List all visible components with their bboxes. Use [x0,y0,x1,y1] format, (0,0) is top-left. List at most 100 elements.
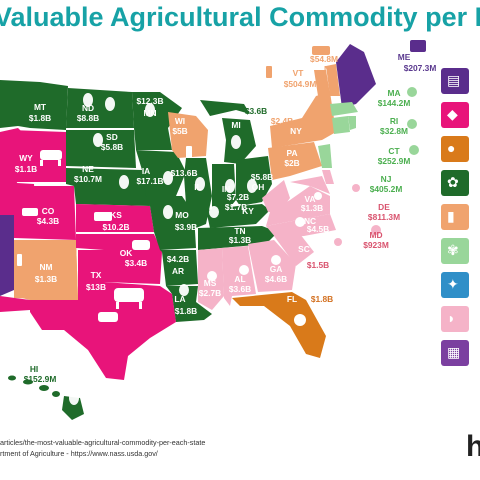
label-NM-value: $1.3B [35,274,57,284]
state-shape-KY[interactable] [206,204,270,228]
state-shape-GA[interactable] [248,240,296,292]
corn-icon: ✿ [441,170,469,196]
state-shape-HI[interactable] [8,375,84,421]
oranges-icon: ● [441,136,469,162]
label-WI-value: $5B [172,126,187,136]
state-shape-NM[interactable] [14,240,78,300]
label-ME-value: $207.3M [404,63,437,73]
state-shape-MN[interactable] [132,92,182,150]
label-NH-value: $54.8M [310,54,338,64]
label-NY-abbr: NY [290,126,302,136]
state-shape-NJ[interactable] [318,144,332,168]
state-shape-FL[interactable] [232,292,326,358]
label-MI-abbr: MI [231,120,240,130]
label-HI-value: $152.9M [24,374,57,384]
state-shape-VT[interactable] [314,70,330,96]
state-shape-IL[interactable] [184,158,212,228]
state-shape-AL[interactable] [222,246,256,306]
label-KY-value: $1.7B [225,202,247,212]
label-RI-abbr: RI [390,116,398,126]
label-LA-value: $1.8B [175,306,197,316]
outside-icons [266,40,426,326]
label-DE-value: $811.3M [368,212,400,222]
label-IN-value: $7.2B [227,192,249,202]
label-AL-value: $3.6B [229,284,251,294]
label-CT-abbr: CT [388,146,400,156]
label-MN-value: $12.3B [136,96,163,106]
state-shape-MD[interactable] [290,176,330,194]
state-shape-CT[interactable] [332,116,350,134]
label-ND-abbr: ND [82,103,94,113]
state-shape-IN[interactable] [212,164,236,212]
state-shape-MT[interactable] [0,80,68,130]
label-NJ-abbr: NJ [381,174,392,184]
state-shape-SD[interactable] [66,130,136,168]
state-shape-ND[interactable] [66,88,134,128]
state-shape-NV[interactable] [0,215,14,296]
label-WY-value: $1.1B [15,164,37,174]
state-shape-NE[interactable] [66,168,150,206]
state-shape-CO[interactable] [14,186,76,240]
state-shape-NY[interactable] [270,92,336,148]
label-SC-value: $1.5B [307,260,329,270]
state-shape-KS[interactable] [76,204,154,232]
label-IA-value: $17.1B [136,176,163,186]
label-MT-abbr: MT [34,102,47,112]
source-line-1: articles/the-most-valuable-agricultural-… [0,438,206,447]
label-ME-abbr: ME [398,52,411,62]
label-MN-abbr: MN [143,108,156,118]
state-shape-PA[interactable] [268,142,322,180]
cattle-icon: ◆ [441,102,469,128]
state-shape-DE[interactable] [322,170,334,184]
milk-bottle-icon [17,146,192,266]
label-RI-value: $32.8M [380,126,408,136]
label-VT-value: $504.9M [284,79,317,89]
state-shape-IA[interactable] [136,150,186,196]
vegetables-icon: ✦ [441,272,469,298]
label-MD-value: $923M [363,240,389,250]
label-IL-abbr: IL [194,182,201,192]
state-shape-WI[interactable] [168,112,208,158]
label-GA-value: $4.6B [265,274,287,284]
label-TN-abbr: TN [234,226,245,236]
state-shape-LA[interactable] [166,286,212,322]
state-shape-WV[interactable] [262,180,290,212]
state-shape-SC[interactable] [274,234,314,266]
poultry-icon: ◗ [441,306,469,332]
label-SD-value: $5.8B [101,142,123,152]
label-VT-abbr: VT [293,68,305,78]
state-shape-AR[interactable] [160,250,198,286]
label-ND-value: $8.8B [77,113,99,123]
state-shape-RI[interactable] [348,116,356,130]
state-shape-WY[interactable] [10,130,66,182]
label-AR-value: $4.2B [167,254,189,264]
label-AR-abbr: AR [172,266,184,276]
label-MS-abbr: MS [204,278,217,288]
label-NH-abbr: NH [324,64,336,74]
source-text: articles/the-most-valuable-agricultural-… [0,437,205,459]
state-shape-MI[interactable] [200,100,256,164]
state-shape-MA[interactable] [330,102,358,116]
label-NY-value: $2.4B [271,116,293,126]
label-DE-abbr: DE [378,202,390,212]
label-MA-abbr: MA [387,88,400,98]
label-WY-abbr: WY [19,153,33,163]
label-MT-value: $1.8B [29,113,51,123]
cow-icon [22,150,150,322]
state-shape-MO[interactable] [146,196,196,250]
greenhouse-icon: ✾ [441,238,469,264]
label-TX-value: $13B [86,282,106,292]
label-FL-value: $1.8B [311,294,333,304]
state-shape-NH[interactable] [326,64,340,96]
label-NC-value: $4.5B [307,224,329,234]
label-MO-value: $3.9B [175,222,197,232]
label-AL-abbr: AL [234,274,245,284]
label-MI-value: $3.6B [245,106,267,116]
aquaculture-icon: ▦ [441,340,469,366]
label-KY-abbr: KY [242,206,254,216]
label-KS-value: $10.2B [102,222,129,232]
label-FL-abbr: FL [287,294,297,304]
state-shape-ME[interactable] [336,44,376,108]
state-shape-AZ[interactable] [0,296,30,312]
